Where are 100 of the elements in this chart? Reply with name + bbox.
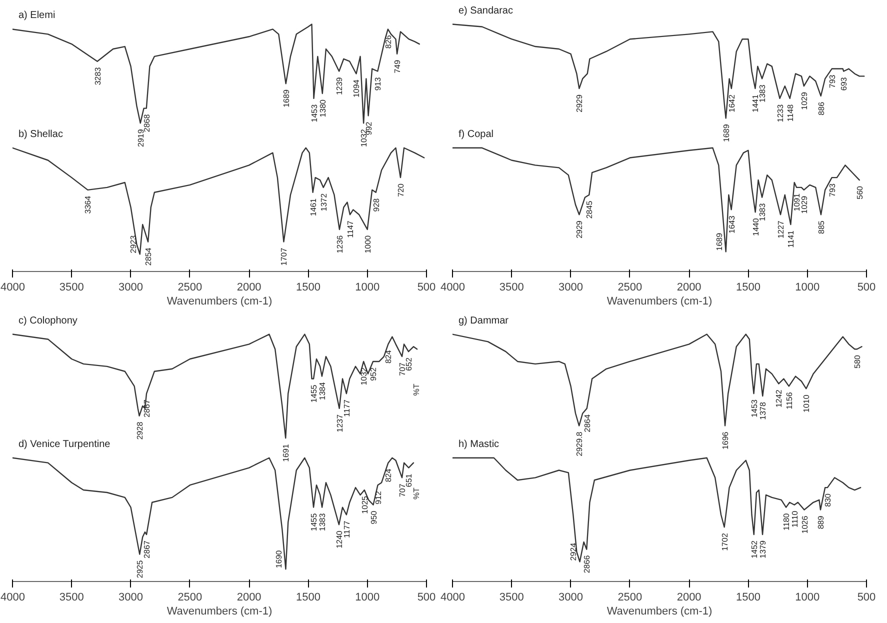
x-tick-label: 1500	[296, 282, 320, 294]
x-tick-label: 500	[857, 282, 876, 294]
annotation: 1702	[720, 532, 730, 551]
x-tick-label: 2500	[178, 282, 202, 294]
series-label: d) Venice Turpentine	[18, 438, 111, 450]
series-label: h) Mastic	[458, 438, 500, 450]
x-tick-label: 3500	[59, 592, 84, 604]
annotation: 1236	[335, 234, 344, 254]
annotation: 928	[372, 198, 381, 212]
x-tick-label: 500	[417, 282, 436, 294]
annotation: 952	[369, 366, 378, 381]
annotation: 1147	[346, 220, 355, 238]
annotation: 1453	[310, 104, 319, 122]
x-tick-label: 1000	[795, 282, 820, 294]
annotation: 1691	[282, 444, 291, 462]
annotation: 885	[816, 220, 826, 234]
x-tick-label: 2500	[618, 592, 642, 604]
x-tick-label: 2500	[178, 592, 202, 604]
x-tick-label: 1000	[795, 592, 820, 604]
annotation: 1453	[750, 399, 759, 418]
annotation: 1239	[335, 76, 344, 96]
annotation: 1177	[342, 520, 352, 538]
annotation: 1110	[790, 510, 800, 528]
annotation: 830	[823, 493, 832, 507]
x-tick-label: 3500	[499, 282, 524, 294]
x-tick-label: 1000	[355, 282, 380, 294]
annotation: 1707	[280, 247, 289, 266]
annotation: 1180	[782, 512, 792, 531]
annotation: 2928	[135, 421, 144, 440]
annotation: 2845	[585, 200, 594, 219]
annotation: 1000	[363, 234, 372, 254]
annotation: 826	[384, 34, 393, 49]
x-tick-label: 4000	[0, 282, 25, 294]
x-tick-label: 4000	[440, 282, 465, 294]
annotation: 1177	[342, 399, 352, 417]
annotation: 1233	[776, 104, 785, 122]
annotation: 720	[396, 183, 406, 197]
x-axis-title: Wavenumbers (cm-1)	[606, 606, 712, 618]
annotation: 1378	[758, 402, 768, 420]
annotation: 1441	[751, 94, 760, 112]
annotation: 1227	[776, 220, 786, 238]
annotation: 912	[374, 490, 383, 504]
annotation: 1029	[800, 92, 809, 110]
annotation: 2867	[142, 540, 152, 558]
annotation: 560	[855, 185, 864, 200]
annotation: 651	[404, 473, 414, 488]
annotation: 1372	[319, 192, 328, 212]
annotation: 1383	[758, 84, 768, 102]
annotation: 1690	[274, 550, 284, 568]
annotation: 1689	[722, 124, 731, 142]
x-tick-label: 4000	[0, 592, 25, 604]
x-tick-label: 3000	[558, 592, 584, 604]
annotation: 1383	[318, 512, 328, 532]
annotation: 1643	[727, 215, 736, 234]
annotation: 2924	[568, 542, 578, 561]
annotation: 824	[384, 350, 394, 364]
annotation: 793	[828, 74, 837, 88]
annotation: %T	[412, 384, 421, 396]
series-label: c) Colophony	[18, 315, 78, 326]
annotation: 707	[398, 483, 408, 498]
x-tick-label: 2000	[676, 282, 702, 294]
annotation: 2929	[575, 94, 584, 112]
series-label: e) Sandarac	[458, 5, 513, 16]
annotation: 886	[816, 101, 826, 116]
annotation: 652	[404, 357, 414, 371]
annotation: 1094	[352, 79, 362, 98]
annotation: 707	[398, 362, 408, 376]
annotation: 1026	[800, 515, 810, 534]
annotation: 1237	[335, 414, 344, 432]
annotation: 1025	[360, 495, 370, 514]
series-label: b) Shellac	[18, 128, 63, 140]
annotation: 693	[840, 76, 849, 91]
x-tick-label: 4000	[440, 592, 465, 604]
x-tick-label: 1000	[355, 592, 380, 604]
annotation: 1384	[318, 382, 327, 400]
annotation: 1010	[802, 394, 812, 412]
annotation: 3283	[93, 66, 102, 86]
series-label: f) Copal	[458, 128, 494, 140]
x-tick-label: 1500	[736, 282, 760, 294]
annotation: 2864	[582, 414, 592, 432]
x-tick-label: 3000	[558, 282, 584, 294]
annotation: 913	[374, 76, 383, 91]
x-tick-label: 3000	[118, 592, 144, 604]
annotation: 2925	[136, 560, 145, 578]
annotation: 889	[816, 515, 826, 530]
x-tick-label: 2000	[236, 592, 262, 604]
annotation: 3364	[84, 195, 93, 214]
annotation: 1440	[751, 218, 760, 236]
annotation: 1380	[318, 98, 328, 118]
annotation: 2929	[575, 220, 584, 238]
x-tick-label: 2000	[676, 592, 702, 604]
annotation: 1240	[334, 530, 344, 548]
x-tick-label: 1500	[736, 592, 760, 604]
annotation: 580	[853, 354, 862, 368]
annotation: 950	[369, 510, 378, 524]
series-label: a) Elemi	[18, 10, 56, 22]
annotation: 1091	[792, 192, 802, 212]
annotation: 1452	[750, 540, 759, 558]
annotation: 2866	[582, 554, 592, 574]
annotation: 1455	[310, 384, 319, 403]
